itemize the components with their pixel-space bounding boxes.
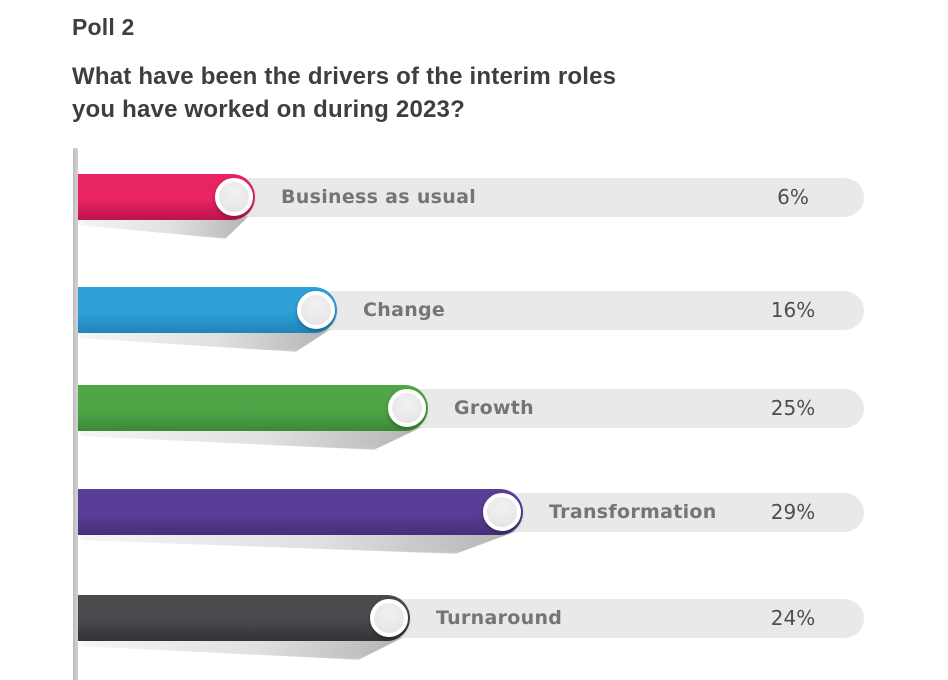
bar-fill — [78, 489, 523, 535]
poll-question: What have been the drivers of the interi… — [72, 60, 616, 126]
bar-label: Business as usual — [281, 186, 477, 208]
bar-value: 29% — [770, 500, 816, 524]
poll-title: Poll 2 — [72, 14, 135, 40]
bar-label: Turnaround — [436, 607, 563, 629]
bar-label: Transformation — [549, 501, 717, 523]
bar-label: Change — [363, 299, 446, 321]
axis-baseline — [73, 148, 78, 680]
bar-knob-circle — [483, 493, 521, 531]
bar-knob-circle — [388, 389, 426, 427]
bar-value: 16% — [770, 298, 816, 322]
bar-row-growth: 25% Growth — [78, 385, 898, 450]
bar-fill — [78, 287, 337, 333]
bar-label: Growth — [454, 397, 534, 419]
bar-fill — [78, 385, 428, 431]
bar-knob-circle — [215, 178, 253, 216]
bar-row-transformation: 29% Transformation — [78, 489, 898, 554]
bar-row-turnaround: 24% Turnaround — [78, 595, 898, 660]
poll-question-line2: you have worked on during 2023? — [72, 96, 465, 123]
bar-knob-circle — [370, 599, 408, 637]
bar-knob-circle — [297, 291, 335, 329]
bar-row-business-as-usual: 6% Business as usual — [78, 174, 898, 239]
bar-fill — [78, 595, 410, 641]
bar-value: 24% — [770, 606, 816, 630]
bar-row-change: 16% Change — [78, 287, 898, 352]
bar-value: 6% — [777, 185, 809, 209]
bar-value: 25% — [770, 396, 816, 420]
poll-question-line1: What have been the drivers of the interi… — [72, 63, 617, 90]
